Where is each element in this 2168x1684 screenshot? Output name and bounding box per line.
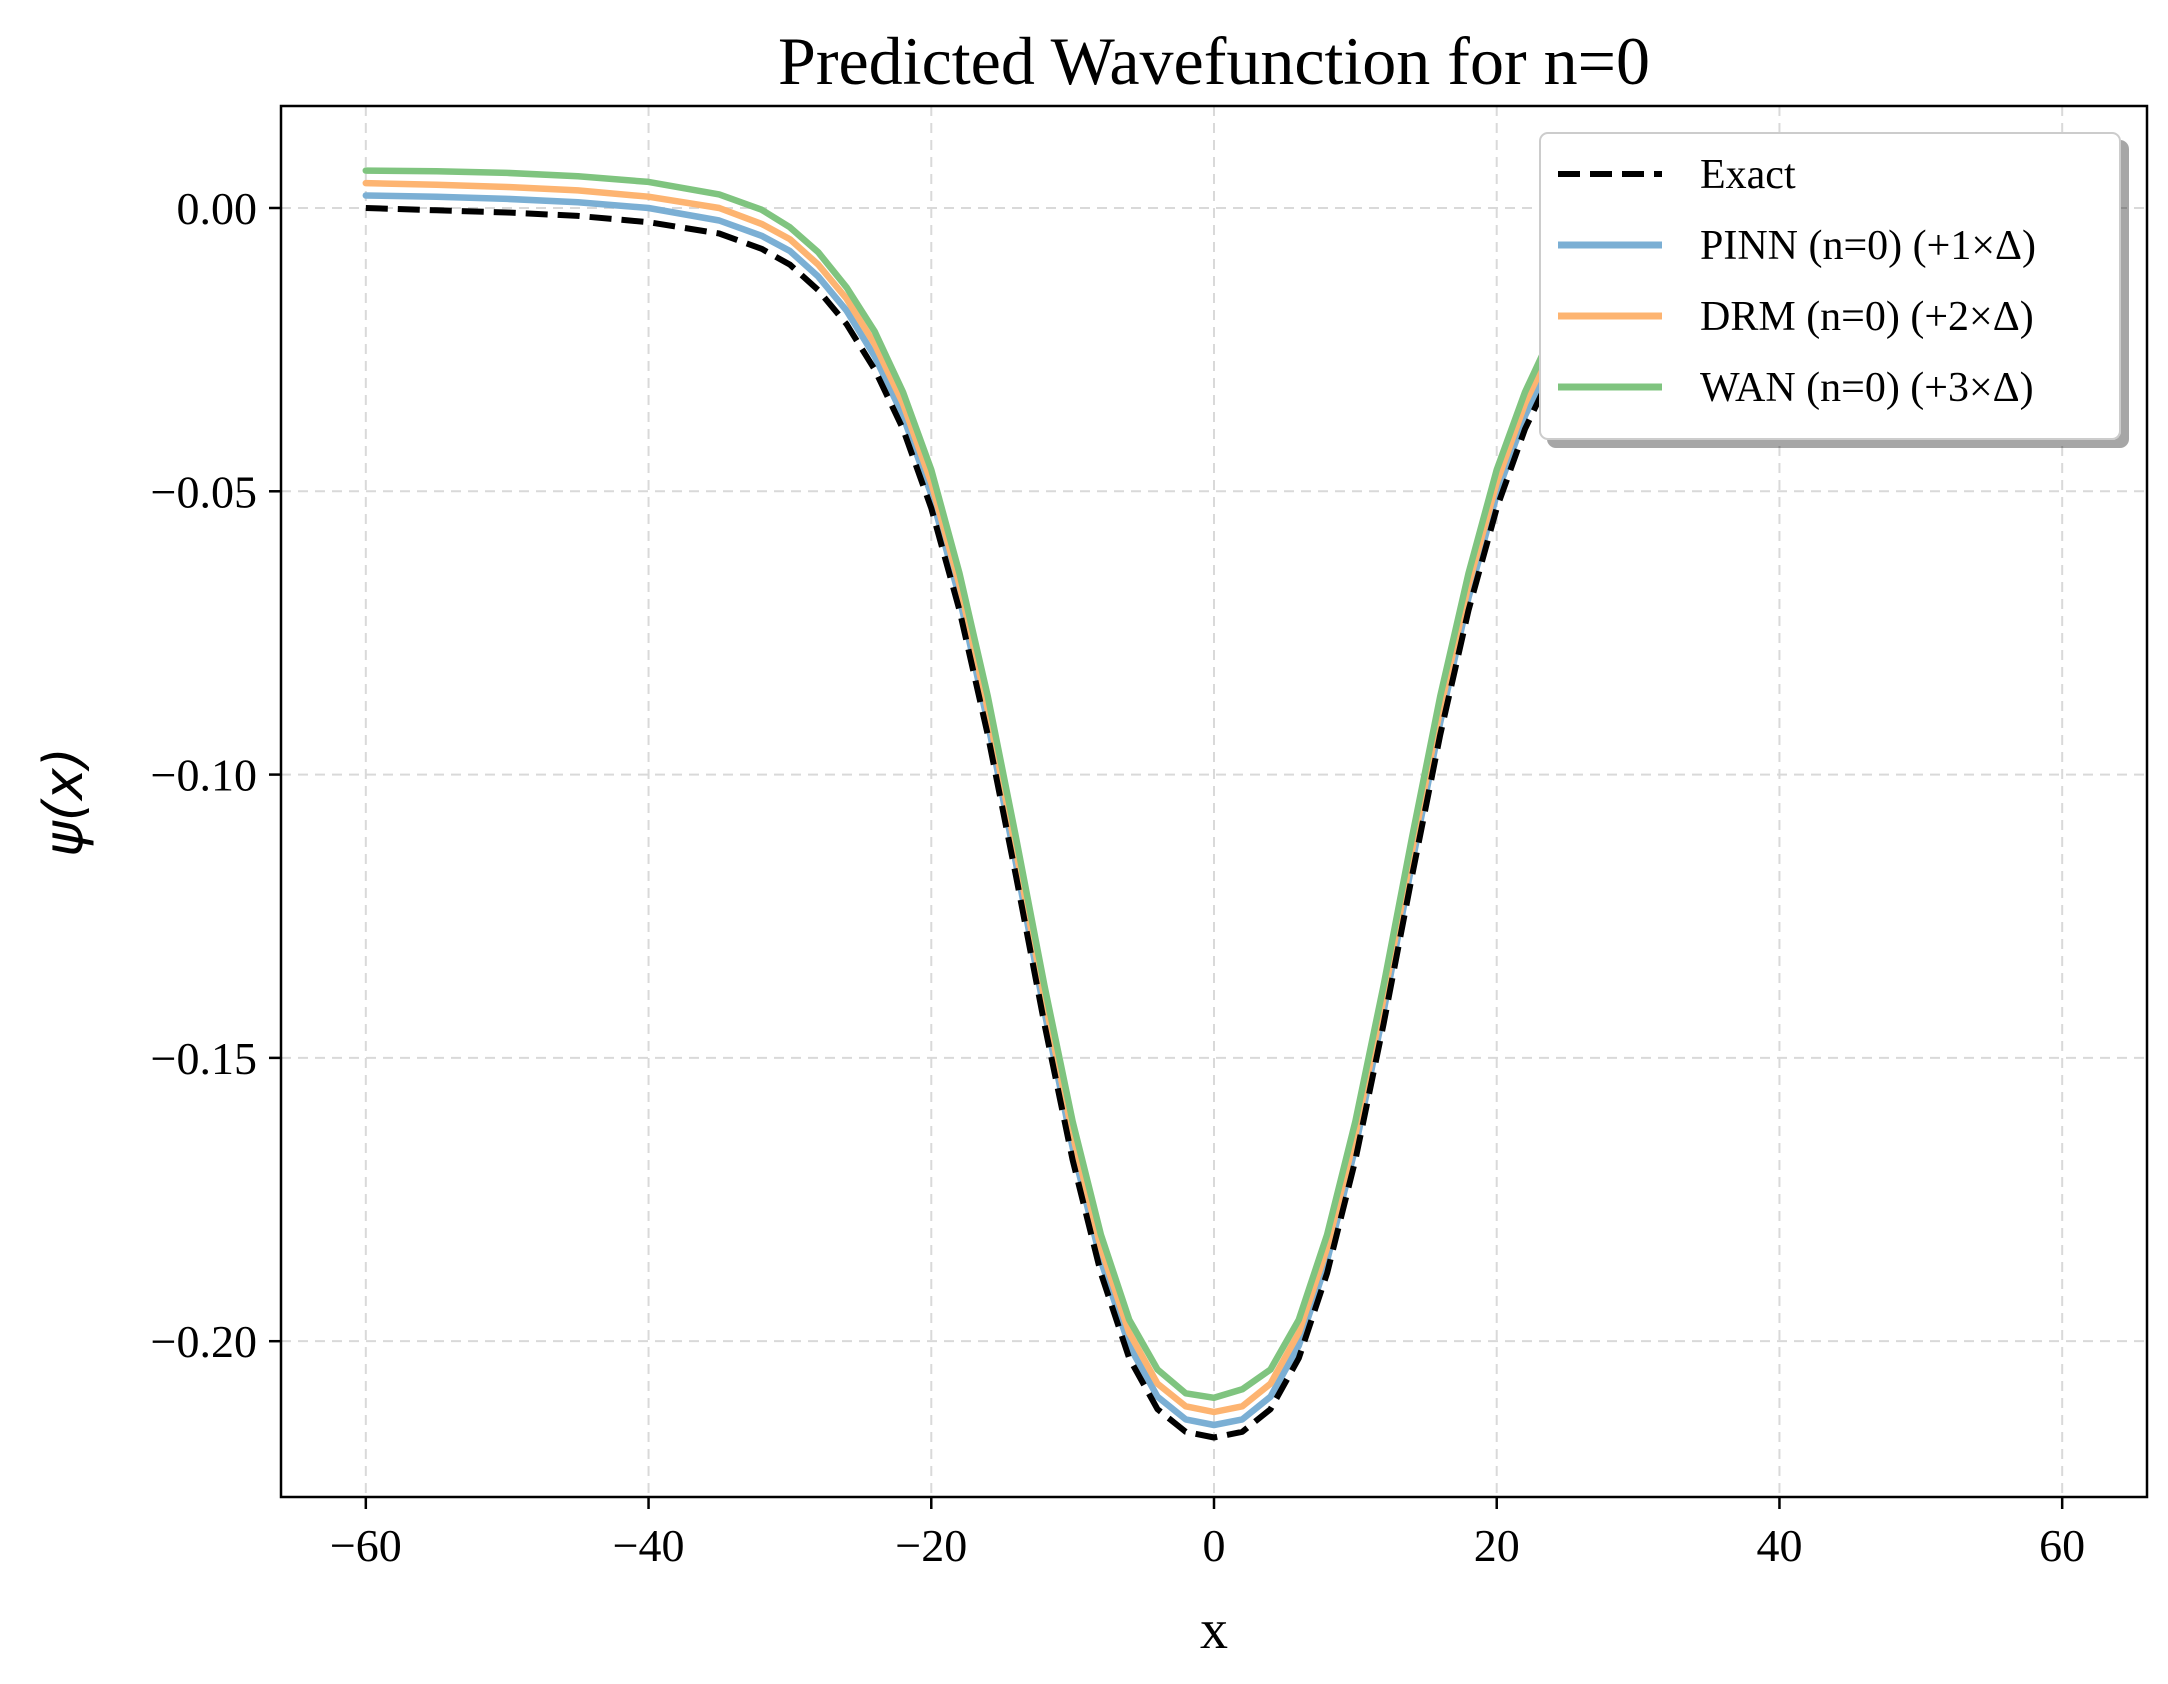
y-tick-label: −0.20 <box>151 1316 257 1367</box>
y-tick-label: 0.00 <box>177 183 258 234</box>
y-axis-label: ψ(x) <box>32 747 95 857</box>
y-axis-ticks: 0.00 −0.05 −0.10 −0.15 −0.20 <box>151 183 281 1367</box>
grid <box>281 106 2147 1497</box>
legend-label: WAN (n=0) (+3×Δ) <box>1700 365 2034 411</box>
legend-box <box>1539 132 2121 440</box>
series-layer <box>362 167 1642 1441</box>
legend-label: PINN (n=0) (+1×Δ) <box>1700 223 2036 269</box>
x-tick-label: 20 <box>1474 1520 1520 1571</box>
y-tick-label: −0.10 <box>151 750 257 801</box>
series-line-exact <box>365 205 1641 1441</box>
y-tick-label: −0.05 <box>151 466 257 517</box>
x-tick-label: 40 <box>1756 1520 1802 1571</box>
x-tick-label: 60 <box>2039 1520 2085 1571</box>
x-axis-label: x <box>1200 1599 1228 1661</box>
series-line-wan <box>362 167 1642 1402</box>
legend: Exact PINN (n=0) (+1×Δ) DRM (n=0) (+2×Δ) WA… <box>1539 132 2121 440</box>
x-tick-label: −20 <box>895 1520 967 1571</box>
legend-label: DRM (n=0) (+2×Δ) <box>1700 294 2034 340</box>
legend-label: Exact <box>1700 152 1796 198</box>
x-axis-ticks: −60 −40 −20 0 20 40 60 <box>330 1497 2085 1571</box>
chart-title: Predicted Wavefunction for n=0 <box>778 23 1650 99</box>
x-tick-label: −60 <box>330 1520 402 1571</box>
y-tick-label: −0.15 <box>151 1033 257 1084</box>
x-tick-label: −40 <box>613 1520 685 1571</box>
x-tick-label: 0 <box>1203 1520 1226 1571</box>
